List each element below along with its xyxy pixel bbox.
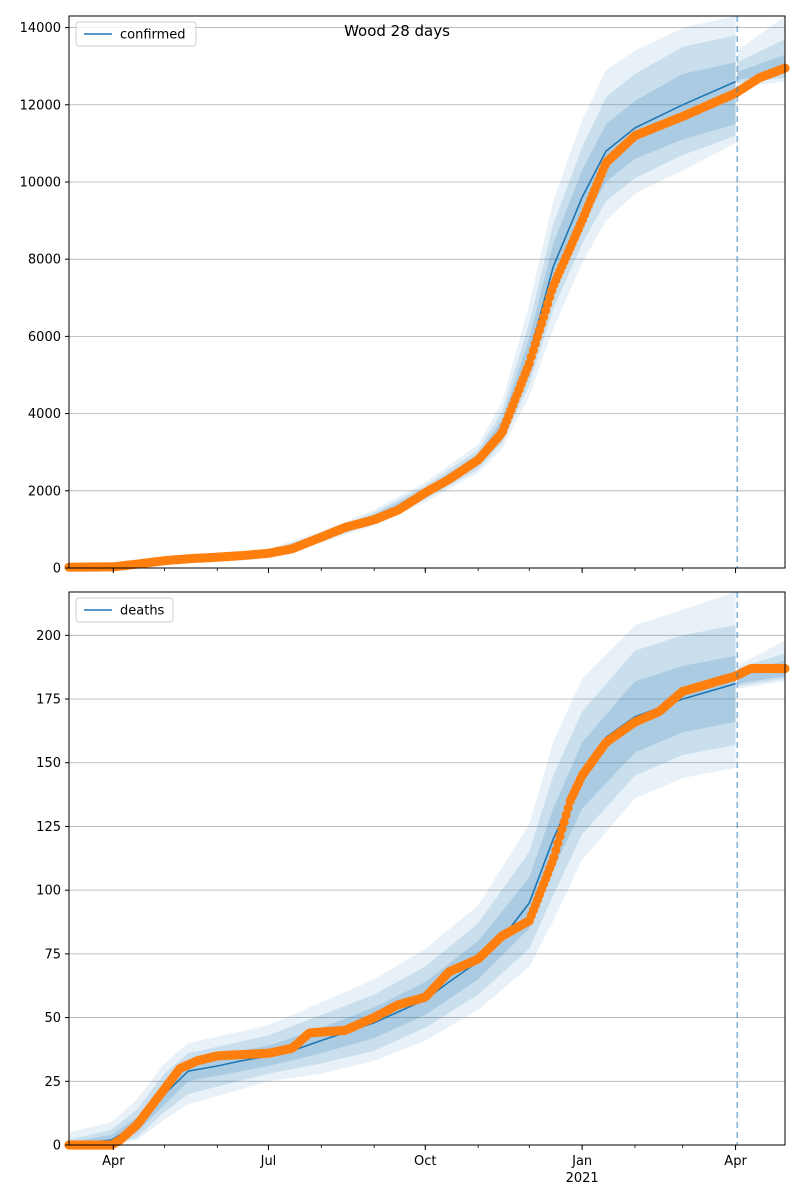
x-tick-label: Apr [724, 1154, 747, 1169]
y-tick-label: 2000 [28, 484, 61, 499]
y-tick-label: 50 [44, 1011, 61, 1026]
y-tick-label: 10000 [20, 175, 61, 190]
uncertainty-band [69, 655, 736, 1145]
y-tick-label: 8000 [28, 253, 61, 268]
y-tick-label: 125 [36, 820, 61, 835]
uncertainty-band [69, 592, 736, 1145]
observed-point [551, 845, 561, 855]
y-tick-label: 4000 [28, 407, 61, 422]
legend-box [75, 597, 174, 623]
y-tick-label: 175 [36, 693, 61, 708]
legend: confirmed [75, 21, 197, 47]
confirmed-panel: 0 2000 4000 6000 8000 10000 12000 14000 confirme… [20, 15, 790, 577]
x-tick-label: Apr [102, 1154, 125, 1169]
deaths-panel: 0 25 50 75 100 125 150 175 200 Apr Jul Oct Jan 2021 Ap… [36, 591, 790, 1186]
observed-point [549, 852, 559, 862]
y-tick-label: 100 [36, 884, 61, 899]
axes-frame [68, 15, 786, 569]
legend-box [75, 21, 197, 47]
legend-label: confirmed [120, 28, 186, 43]
y-tick-label: 12000 [20, 98, 61, 113]
observed-point [553, 838, 563, 848]
x-tick-label: Oct [414, 1154, 436, 1169]
uncertainty-band [69, 62, 736, 568]
observed-point [561, 810, 571, 820]
y-tick-label: 150 [36, 756, 61, 771]
uncertainty-band [69, 625, 736, 1145]
legend: deaths [75, 597, 174, 623]
axes-frame [68, 591, 786, 1146]
y-tick-label: 0 [53, 562, 61, 577]
y-tick-label: 25 [44, 1075, 61, 1090]
observed-point [555, 831, 565, 841]
x-tick-label: Jul [260, 1154, 277, 1169]
legend-label: deaths [120, 604, 165, 619]
y-tick-label: 200 [36, 629, 61, 644]
chart-title: Wood 28 days [344, 22, 450, 40]
y-tick-label: 0 [53, 1139, 61, 1154]
observed-point [559, 817, 569, 827]
observed-point [563, 803, 573, 813]
y-tick-label: 75 [44, 947, 61, 962]
y-tick-label: 14000 [20, 21, 61, 36]
y-tick-label: 6000 [28, 330, 61, 345]
observed-point [557, 824, 567, 834]
uncertainty-band [69, 35, 736, 568]
uncertainty-band [69, 16, 736, 568]
x-tick-label: Jan [571, 1154, 592, 1169]
x-tick-year-label: 2021 [566, 1171, 599, 1186]
